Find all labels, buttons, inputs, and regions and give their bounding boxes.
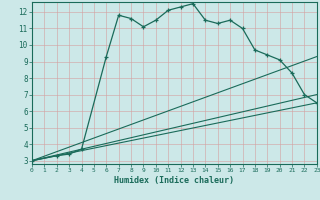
X-axis label: Humidex (Indice chaleur): Humidex (Indice chaleur) bbox=[115, 176, 234, 185]
